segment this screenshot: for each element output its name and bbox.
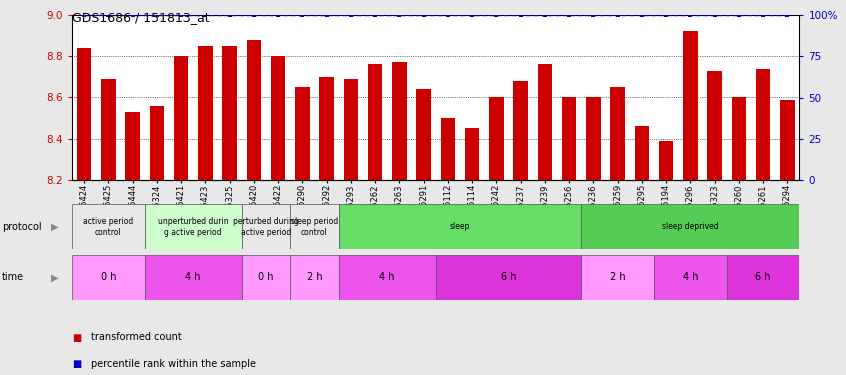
Text: 6 h: 6 h [501, 273, 516, 282]
Bar [295, 87, 310, 180]
Text: 4 h: 4 h [185, 273, 201, 282]
Text: ■: ■ [72, 333, 81, 342]
Bar [368, 64, 382, 180]
Bar [145, 255, 242, 300]
Text: 2 h: 2 h [306, 273, 322, 282]
Bar [537, 64, 552, 180]
Text: protocol: protocol [2, 222, 41, 232]
Bar [343, 79, 358, 180]
Bar [489, 98, 503, 180]
Text: 6 h: 6 h [755, 273, 771, 282]
Bar [125, 112, 140, 180]
Bar [145, 204, 242, 249]
Bar [581, 204, 799, 249]
Bar [72, 255, 145, 300]
Bar [707, 70, 722, 180]
Bar [77, 48, 91, 180]
Bar [562, 98, 576, 180]
Text: 4 h: 4 h [683, 273, 698, 282]
Bar [246, 40, 261, 180]
Bar [72, 204, 145, 249]
Bar [242, 204, 290, 249]
Bar [101, 79, 116, 180]
Bar [173, 56, 189, 180]
Text: ■: ■ [72, 359, 81, 369]
Bar [338, 204, 581, 249]
Bar [290, 204, 338, 249]
Text: unperturbed durin
g active period: unperturbed durin g active period [158, 217, 228, 237]
Text: time: time [2, 273, 24, 282]
Bar [198, 46, 212, 180]
Bar [319, 77, 334, 180]
Bar [727, 255, 799, 300]
Text: ▶: ▶ [51, 273, 58, 282]
Text: 0 h: 0 h [101, 273, 116, 282]
Text: perturbed during
active period: perturbed during active period [233, 217, 299, 237]
Text: 2 h: 2 h [610, 273, 625, 282]
Bar [290, 255, 338, 300]
Bar [683, 32, 698, 180]
Text: sleep period
control: sleep period control [291, 217, 338, 237]
Bar [441, 118, 455, 180]
Bar [780, 99, 794, 180]
Bar [654, 255, 727, 300]
Bar [634, 126, 649, 180]
Text: 4 h: 4 h [380, 273, 395, 282]
Bar [514, 81, 528, 180]
Text: sleep: sleep [450, 222, 470, 231]
Bar [222, 46, 237, 180]
Text: sleep deprived: sleep deprived [662, 222, 718, 231]
Bar [610, 87, 625, 180]
Text: active period
control: active period control [83, 217, 134, 237]
Bar [581, 255, 654, 300]
Bar [338, 255, 436, 300]
Bar [150, 106, 164, 180]
Bar [271, 56, 285, 180]
Bar [659, 141, 673, 180]
Text: ▶: ▶ [51, 222, 58, 232]
Bar [464, 128, 480, 180]
Bar [242, 255, 290, 300]
Bar [436, 255, 581, 300]
Text: 0 h: 0 h [258, 273, 273, 282]
Text: transformed count: transformed count [91, 333, 181, 342]
Text: GDS1686 / 151813_at: GDS1686 / 151813_at [72, 11, 210, 24]
Text: percentile rank within the sample: percentile rank within the sample [91, 359, 255, 369]
Bar [755, 69, 771, 180]
Bar [416, 89, 431, 180]
Bar [392, 62, 407, 180]
Bar [586, 98, 601, 180]
Bar [732, 98, 746, 180]
